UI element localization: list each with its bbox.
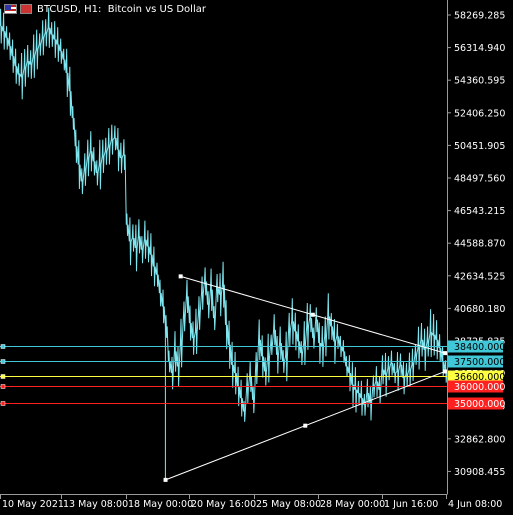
price-level-tag bbox=[448, 355, 503, 368]
instrument-description: Bitcoin vs US Dollar bbox=[107, 3, 206, 15]
level-handle[interactable] bbox=[0, 374, 6, 379]
price-tick-label: 44588.870 bbox=[454, 239, 505, 250]
price-level-label: 38400.000 bbox=[454, 342, 505, 353]
level-handle[interactable] bbox=[0, 359, 6, 364]
time-tick-label: 4 Jun 08:00 bbox=[448, 499, 502, 510]
price-level-label: 36600.000 bbox=[454, 372, 505, 383]
chart-title: BTCUSD, H1: Bitcoin vs US Dollar bbox=[4, 2, 206, 16]
trendline-anchor[interactable] bbox=[178, 274, 183, 279]
time-tick-label: 20 May 16:00 bbox=[191, 499, 256, 510]
symbol-label: BTCUSD bbox=[37, 3, 78, 15]
trendline-anchor[interactable] bbox=[163, 477, 168, 482]
price-tick-label: 42634.525 bbox=[454, 271, 505, 282]
trendline-anchor[interactable] bbox=[443, 369, 447, 374]
time-tick-label: 13 May 08:00 bbox=[63, 499, 128, 510]
price-series-line bbox=[0, 7, 448, 480]
timeframe-label: H1 bbox=[84, 3, 98, 15]
level-handle[interactable] bbox=[0, 344, 6, 349]
price-tick-label: 52406.250 bbox=[454, 108, 505, 119]
bitcoin-flag-icon bbox=[20, 4, 32, 14]
price-level-label: 37500.000 bbox=[454, 357, 505, 368]
time-tick-label: 25 May 08:00 bbox=[256, 499, 321, 510]
price-tick-label: 58269.285 bbox=[454, 11, 505, 22]
price-level-tag bbox=[448, 380, 503, 393]
time-tick-label: 28 May 00:00 bbox=[320, 499, 385, 510]
title-separator: , bbox=[77, 3, 85, 15]
trendline-anchor[interactable] bbox=[443, 351, 447, 356]
price-tick-label: 30908.455 bbox=[454, 467, 505, 478]
level-handle[interactable] bbox=[0, 384, 6, 389]
price-tick-label: 40680.180 bbox=[454, 304, 505, 315]
price-level-tag bbox=[448, 397, 503, 410]
price-level-label: 36000.000 bbox=[454, 382, 505, 393]
trendline-midpoint[interactable] bbox=[310, 312, 315, 317]
price-level-tag bbox=[448, 340, 503, 353]
price-level-label: 35000.000 bbox=[454, 399, 505, 410]
price-tick-label: 56314.940 bbox=[454, 43, 505, 54]
price-level-tag bbox=[448, 370, 503, 383]
time-tick-label: 1 Jun 16:00 bbox=[384, 499, 438, 510]
price-tick-label: 32862.800 bbox=[454, 434, 505, 445]
price-tick-label: 46543.215 bbox=[454, 206, 505, 217]
title-colon: : bbox=[97, 3, 108, 15]
price-tick-label: 54360.595 bbox=[454, 76, 505, 87]
trendline-midpoint[interactable] bbox=[303, 423, 308, 428]
us-flag-icon bbox=[4, 4, 17, 14]
price-tick-label: 48497.560 bbox=[454, 174, 505, 185]
time-tick-label: 10 May 2021 bbox=[2, 499, 64, 510]
price-tick-label: 50451.905 bbox=[454, 141, 505, 152]
time-tick-label: 18 May 00:00 bbox=[128, 499, 193, 510]
level-handle[interactable] bbox=[0, 401, 6, 406]
